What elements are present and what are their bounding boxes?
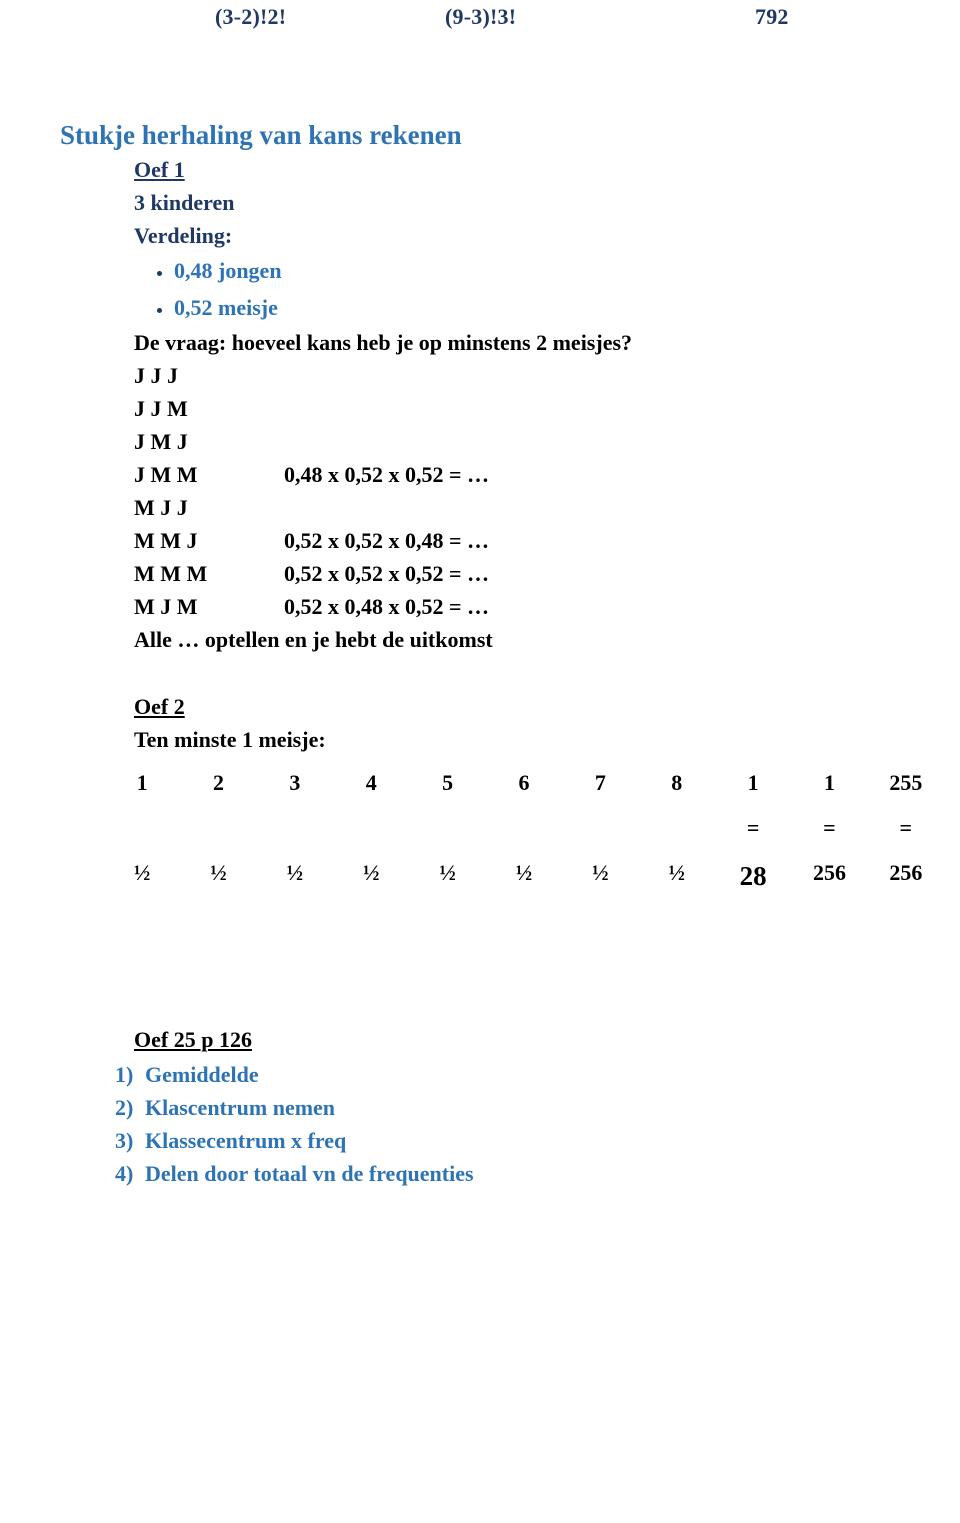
exercise-2-heading: Oef 2 xyxy=(134,690,900,723)
table-row: M J M0,52 x 0,48 x 0,52 = … xyxy=(134,590,900,623)
table-row: J M M0,48 x 0,52 x 0,52 = … xyxy=(134,458,900,491)
exercise-1-line-1: 3 kinderen xyxy=(134,186,900,219)
table-cell: = xyxy=(715,805,791,850)
table-cell: 6 xyxy=(486,760,562,805)
table-cell: 8 xyxy=(639,760,715,805)
table-cell: 3 xyxy=(257,760,333,805)
table-cell: 5 xyxy=(409,760,485,805)
table-cell: ½ xyxy=(486,850,562,903)
table-row: M J J xyxy=(134,491,900,524)
table-row: J M J xyxy=(134,425,900,458)
table-cell: 1 xyxy=(715,760,791,805)
list-item: 2)Klascentrum nemen xyxy=(115,1091,900,1124)
table-cell: ½ xyxy=(257,850,333,903)
table-cell xyxy=(562,805,638,850)
table-cell: ½ xyxy=(180,850,256,903)
exercise-2-block: Oef 2 Ten minste 1 meisje: 1 2 3 4 5 6 7… xyxy=(134,690,900,903)
top-formula-b: (9-3)!3! xyxy=(445,4,755,30)
exercise-25-heading: Oef 25 p 126 xyxy=(134,1023,900,1056)
table-cell: 4 xyxy=(333,760,409,805)
table-cell: ½ xyxy=(333,850,409,903)
exercise-1-bullets: 0,48 jongen 0,52 meisje xyxy=(134,252,900,326)
table-cell xyxy=(486,805,562,850)
table-cell: 1 xyxy=(791,760,867,805)
section-title: Stukje herhaling van kans rekenen xyxy=(60,120,900,151)
table-cell xyxy=(257,805,333,850)
table-cell: ½ xyxy=(639,850,715,903)
top-formula-row: (3-2)!2! (9-3)!3! 792 xyxy=(60,0,900,30)
table-cell xyxy=(333,805,409,850)
table-cell xyxy=(639,805,715,850)
table-cell: 7 xyxy=(562,760,638,805)
list-item: 4)Delen door totaal vn de frequenties xyxy=(115,1157,900,1190)
table-cell: 255 xyxy=(868,760,944,805)
table-cell: 2 xyxy=(180,760,256,805)
exercise-25-list: 1)Gemiddelde 2)Klascentrum nemen 3)Klass… xyxy=(115,1058,900,1190)
table-cell: 28 xyxy=(715,850,791,903)
exercise-1-line-2: Verdeling: xyxy=(134,219,900,252)
top-formula-a: (3-2)!2! xyxy=(215,4,445,30)
table-cell: 256 xyxy=(868,850,944,903)
exercise-2-table: 1 2 3 4 5 6 7 8 1 1 255 = = = ½ ½ ½ ½ xyxy=(104,760,944,903)
exercise-2-line-1: Ten minste 1 meisje: xyxy=(134,723,900,756)
table-row: J J J xyxy=(134,359,900,392)
table-cell: 1 xyxy=(104,760,180,805)
list-item: 3)Klassecentrum x freq xyxy=(115,1124,900,1157)
exercise-1-heading: Oef 1 xyxy=(134,153,900,186)
table-cell: ½ xyxy=(409,850,485,903)
exercise-1-body: De vraag: hoeveel kans heb je op minsten… xyxy=(134,326,900,656)
table-cell xyxy=(409,805,485,850)
top-formula-c: 792 xyxy=(755,4,789,30)
table-cell: ½ xyxy=(104,850,180,903)
exercise-25-block: Oef 25 p 126 xyxy=(134,1023,900,1056)
table-cell xyxy=(104,805,180,850)
exercise-1-conclusion: Alle … optellen en je hebt de uitkomst xyxy=(134,623,900,656)
table-cell: = xyxy=(868,805,944,850)
table-cell xyxy=(180,805,256,850)
table-cell: 256 xyxy=(791,850,867,903)
table-cell: = xyxy=(791,805,867,850)
table-cell: ½ xyxy=(562,850,638,903)
list-item: 0,52 meisje xyxy=(174,289,900,326)
list-item: 0,48 jongen xyxy=(174,252,900,289)
table-row: J J M xyxy=(134,392,900,425)
exercise-1-block: Oef 1 3 kinderen Verdeling: 0,48 jongen … xyxy=(134,153,900,656)
table-row: M M M0,52 x 0,52 x 0,52 = … xyxy=(134,557,900,590)
table-row: M M J0,52 x 0,52 x 0,48 = … xyxy=(134,524,900,557)
list-item: 1)Gemiddelde xyxy=(115,1058,900,1091)
exercise-1-question: De vraag: hoeveel kans heb je op minsten… xyxy=(134,326,900,359)
